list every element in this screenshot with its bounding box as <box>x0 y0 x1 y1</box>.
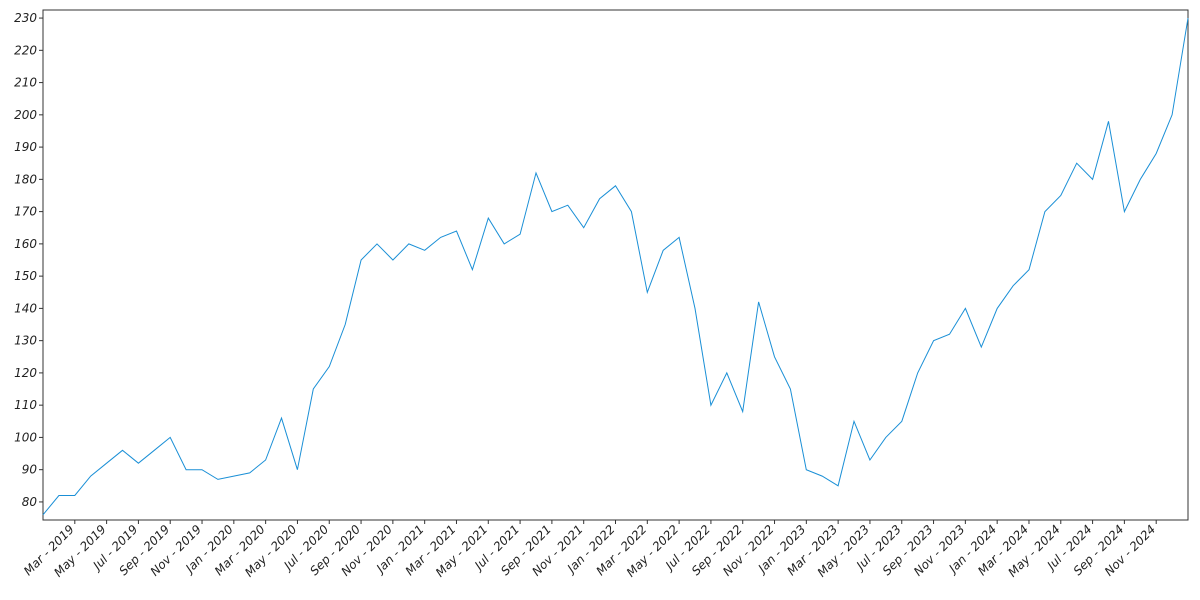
y-tick-label: 90 <box>22 463 38 477</box>
y-tick-label: 200 <box>14 108 37 122</box>
y-tick-label: 110 <box>14 398 37 412</box>
y-tick-label: 140 <box>14 301 37 315</box>
y-tick-label: 170 <box>14 205 37 219</box>
plot-frame <box>42 9 1189 521</box>
line-series <box>42 18 1189 516</box>
y-tick-label: 130 <box>14 334 37 348</box>
y-tick-label: 100 <box>14 430 37 444</box>
y-tick-label: 160 <box>14 237 37 251</box>
y-tick-label: 190 <box>14 140 37 154</box>
y-tick-label: 180 <box>14 172 37 186</box>
y-tick-label: 120 <box>14 366 37 380</box>
y-tick-label: 150 <box>14 269 37 283</box>
y-tick-label: 230 <box>14 11 37 25</box>
y-tick-label: 220 <box>14 43 37 57</box>
y-tick-label: 210 <box>14 76 37 90</box>
y-tick-label: 80 <box>22 495 38 509</box>
